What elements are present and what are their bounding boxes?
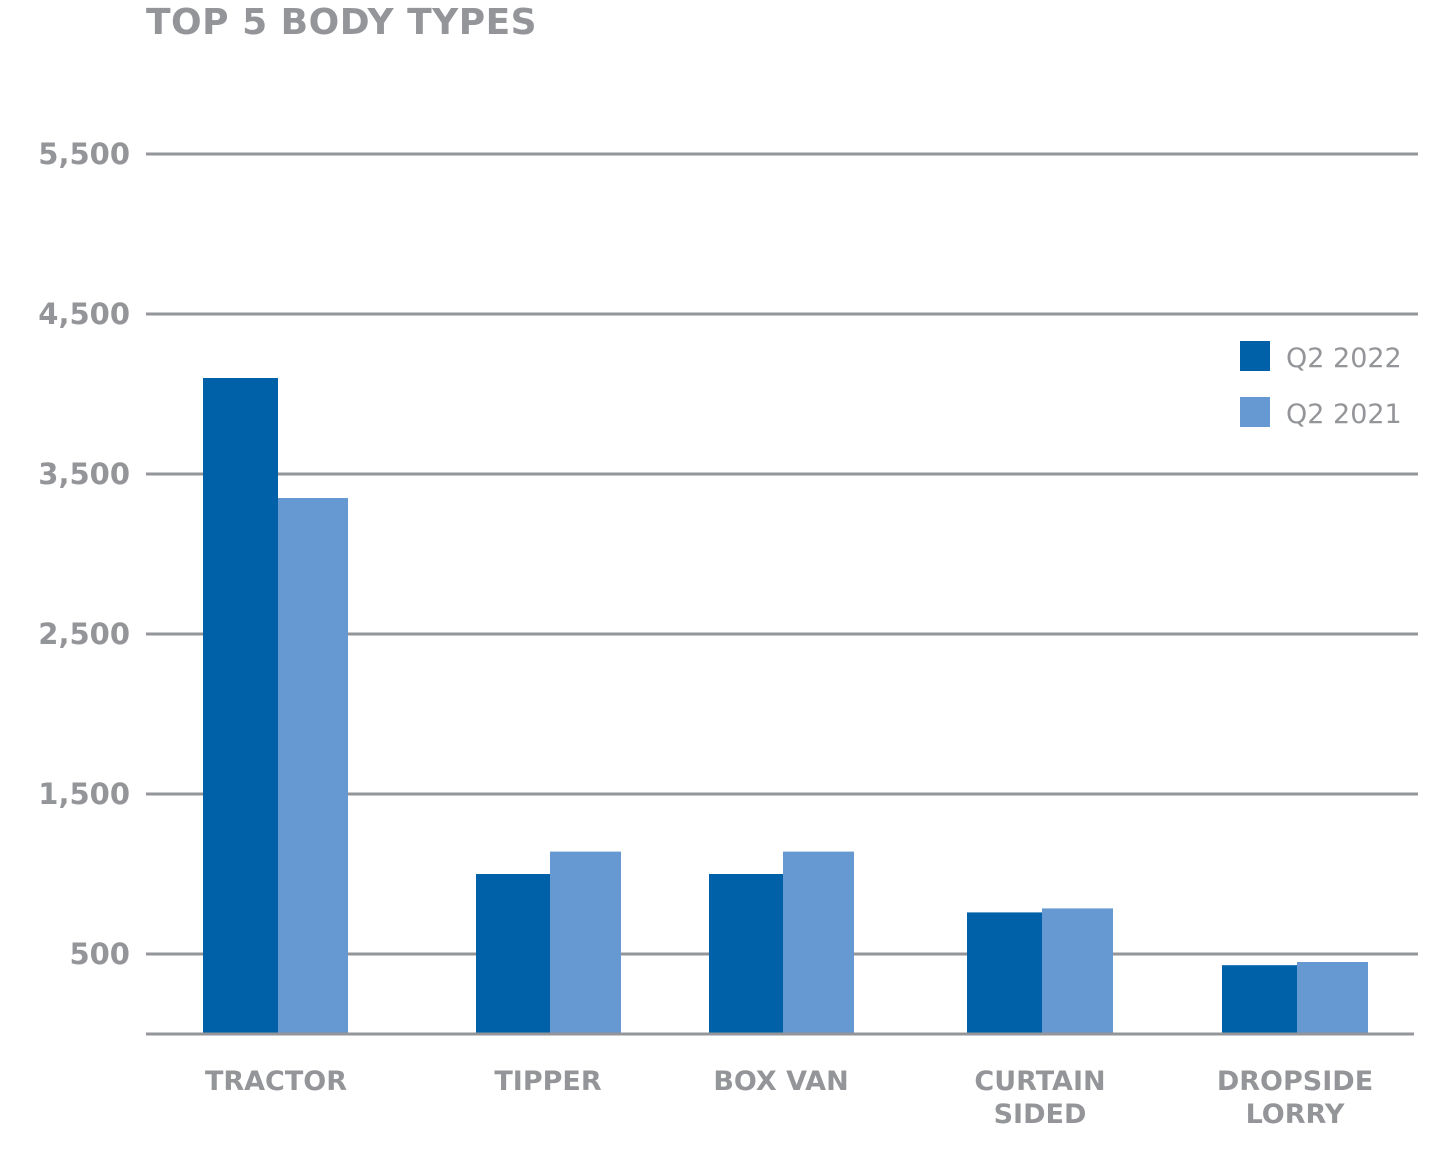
y-tick-label: 5,500 — [38, 137, 130, 171]
legend: Q2 2022 Q2 2021 — [1240, 341, 1402, 430]
x-category-label: SIDED — [994, 1099, 1087, 1130]
bar-dropside-lorry-q2-2022 — [1222, 965, 1297, 1034]
legend-label: Q2 2021 — [1286, 399, 1402, 430]
legend-swatch — [1240, 397, 1270, 427]
x-category-label: BOX VAN — [713, 1066, 848, 1097]
bar-box-van-q2-2022 — [709, 874, 783, 1034]
y-tick-label: 1,500 — [38, 777, 130, 811]
bar-tractor-q2-2022 — [203, 378, 278, 1034]
bar-curtain-sided-q2-2021 — [1042, 908, 1113, 1034]
bar-tractor-q2-2021 — [278, 498, 348, 1034]
bar-tipper-q2-2022 — [476, 874, 550, 1034]
x-category-label: CURTAIN — [974, 1066, 1105, 1097]
y-tick-label: 3,500 — [38, 457, 130, 491]
x-category-label: TRACTOR — [205, 1066, 347, 1097]
gridlines — [146, 152, 1418, 956]
legend-label: Q2 2022 — [1286, 343, 1402, 374]
y-tick-label: 4,500 — [38, 297, 130, 331]
bar-box-van-q2-2021 — [783, 851, 854, 1034]
chart-title: TOP 5 BODY TYPES — [146, 2, 538, 43]
x-category-label: TIPPER — [494, 1066, 601, 1097]
legend-swatch — [1240, 341, 1270, 371]
y-tick-label: 500 — [69, 937, 130, 971]
bar-dropside-lorry-q2-2021 — [1297, 962, 1368, 1034]
x-category-label: LORRY — [1246, 1099, 1345, 1130]
bars — [203, 378, 1368, 1034]
bar-curtain-sided-q2-2022 — [967, 912, 1042, 1034]
bar-tipper-q2-2021 — [550, 851, 621, 1034]
y-tick-label: 2,500 — [38, 617, 130, 651]
x-category-label: DROPSIDE — [1217, 1066, 1373, 1097]
y-axis-tick-labels: 500 1,500 2,500 3,500 4,500 5,500 — [38, 137, 130, 971]
